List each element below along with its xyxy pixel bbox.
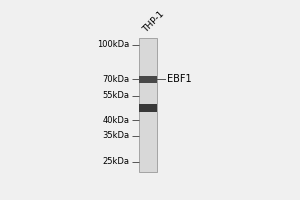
Text: 70kDa: 70kDa: [103, 75, 130, 84]
Text: THP-1: THP-1: [142, 9, 167, 34]
Text: 40kDa: 40kDa: [103, 116, 130, 125]
Bar: [139, 76, 157, 83]
Text: 35kDa: 35kDa: [103, 131, 130, 140]
Bar: [139, 104, 157, 112]
Text: EBF1: EBF1: [167, 74, 191, 84]
Bar: [139, 38, 157, 172]
Text: 100kDa: 100kDa: [98, 40, 130, 49]
Text: 25kDa: 25kDa: [103, 157, 130, 166]
Text: 55kDa: 55kDa: [103, 91, 130, 100]
